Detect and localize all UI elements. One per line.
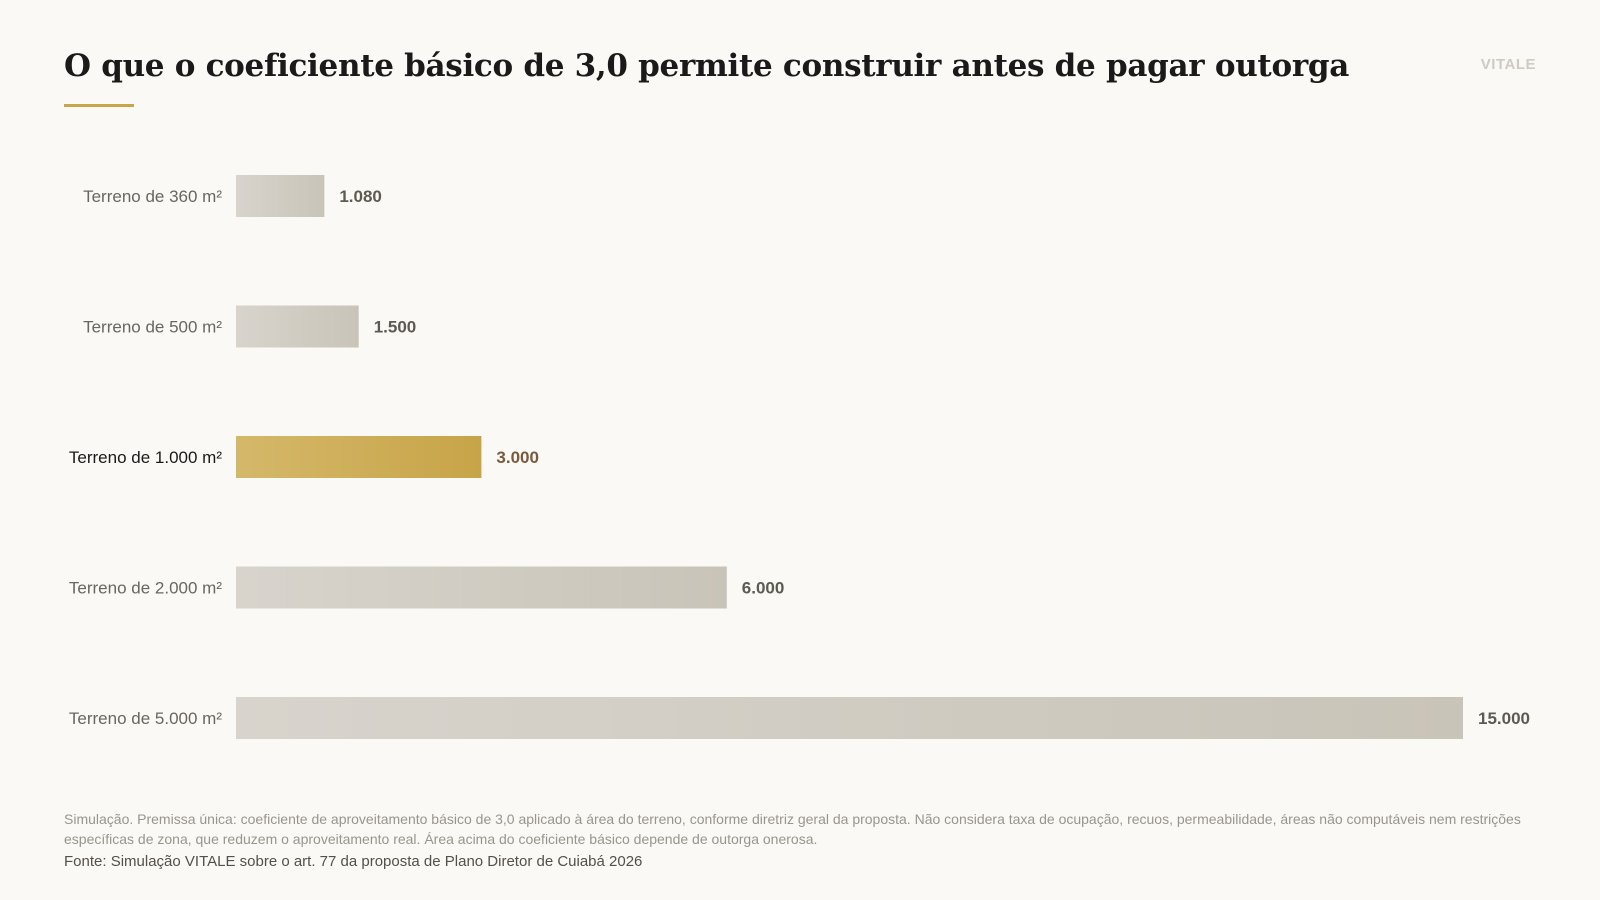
value-label: 15.000 [1478, 709, 1530, 728]
bar-row: Terreno de 5.000 m² 15.000 [69, 697, 1530, 739]
bar-row: Terreno de 360 m² 1.080 [83, 175, 382, 217]
bar [236, 175, 325, 217]
category-label: Terreno de 360 m² [83, 187, 222, 206]
category-label: Terreno de 5.000 m² [69, 709, 222, 728]
category-label: Terreno de 1.000 m² [69, 448, 222, 467]
category-label: Terreno de 500 m² [83, 318, 222, 337]
bar-highlight [236, 436, 482, 478]
title-accent-rule [64, 104, 134, 107]
value-label: 6.000 [742, 579, 785, 598]
brand-logo: VITALE [1480, 56, 1536, 73]
source-note: Fonte: Simulação VITALE sobre o art. 77 … [64, 853, 643, 870]
value-label: 3.000 [496, 448, 539, 467]
bar-row: Terreno de 500 m² 1.500 [83, 305, 417, 348]
bar-row: Terreno de 1.000 m² 3.000 [69, 436, 539, 478]
value-label: 1.500 [374, 318, 417, 337]
category-label: Terreno de 2.000 m² [69, 579, 222, 598]
value-label: 1.080 [339, 187, 382, 206]
bar [236, 566, 727, 609]
bar [236, 697, 1463, 739]
bar [236, 305, 359, 348]
methodology-note: Simulação. Premissa única: coeficiente d… [64, 811, 1521, 847]
chart-title: O que o coeficiente básico de 3,0 permit… [64, 48, 1350, 84]
bar-row: Terreno de 2.000 m² 6.000 [69, 566, 785, 609]
